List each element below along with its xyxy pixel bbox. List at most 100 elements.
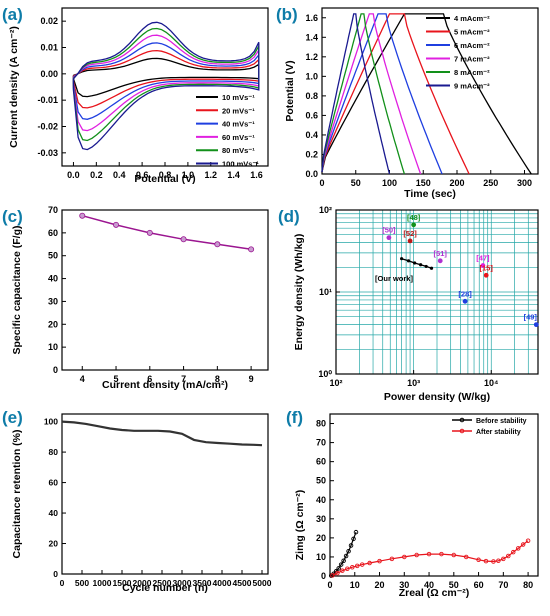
nyquist-point xyxy=(330,573,335,578)
our-work-point xyxy=(429,266,434,270)
legend-label: 9 mAcm⁻² xyxy=(454,82,490,91)
y-axis-label: Potential (V) xyxy=(284,60,296,121)
nyquist-point xyxy=(506,553,511,559)
plot-frame xyxy=(329,413,539,577)
x-tick-label: 0 xyxy=(60,578,65,588)
legend-label: 40 mVs⁻¹ xyxy=(222,120,255,129)
nyquist-point xyxy=(414,552,419,558)
nyquist-line-1 xyxy=(332,540,529,576)
x-tick-label: 0.0 xyxy=(67,170,80,180)
y-tick-label: 50 xyxy=(48,251,58,261)
x-tick-label: 7 xyxy=(181,374,186,384)
x-tick-label: 1.4 xyxy=(227,170,240,180)
y-tick-label: 70 xyxy=(48,205,58,215)
x-tick-label: 500 xyxy=(75,578,89,588)
gcd-curve-4 xyxy=(321,13,406,175)
nyquist-point xyxy=(476,557,481,563)
retention-line xyxy=(61,420,263,447)
x-tick-label: 0.6 xyxy=(136,170,149,180)
nyquist-point xyxy=(510,549,516,555)
x-tick-label: 4500 xyxy=(233,578,252,588)
x-tick-label: 1.6 xyxy=(250,170,263,180)
x-tick-label: 70 xyxy=(498,580,508,590)
legend-label: 7 mAcm⁻² xyxy=(454,55,490,64)
nyquist-point xyxy=(346,548,351,554)
chart-f: 0 10 20 30 40 50 60 70 80 0 10 20 30 40 50 60 70 80 Before… xyxy=(294,413,539,599)
plot-frame xyxy=(61,209,269,371)
nyquist-point xyxy=(377,558,382,564)
y-tick-label: 10 xyxy=(316,552,326,562)
nyquist-point xyxy=(451,552,457,558)
legend-label: 5 mAcm⁻² xyxy=(454,28,490,37)
nyquist-point xyxy=(335,570,340,576)
x-tick-label: 4000 xyxy=(213,578,232,588)
y-tick-label: 10⁰ xyxy=(318,369,332,379)
y-tick-label: 10² xyxy=(319,205,332,215)
gcd-curve-0 xyxy=(321,13,532,175)
nyquist-point xyxy=(336,566,341,571)
x-tick-label: 0.2 xyxy=(90,170,103,180)
x-tick-label: 10³ xyxy=(407,378,420,388)
x-axis-label: Potential (V) xyxy=(134,173,195,185)
our-work-label: [Our work] xyxy=(375,274,413,283)
capacitance-point xyxy=(146,229,153,236)
y-tick-label: 1.4 xyxy=(305,32,318,42)
x-tick-label: 4 xyxy=(80,374,85,384)
x-tick-label: 1.2 xyxy=(205,170,218,180)
panel-tag-a: (a) xyxy=(2,5,23,24)
ragone-point-label: [28] xyxy=(458,289,472,298)
y-tick-label: 0.00 xyxy=(40,69,58,79)
x-tick-label: 100 xyxy=(382,178,397,188)
panel-tag-e: (e) xyxy=(2,408,23,427)
nyquist-point xyxy=(345,566,350,572)
legend-label: 20 mVs⁻¹ xyxy=(222,106,255,115)
y-tick-label: 1.6 xyxy=(305,13,318,23)
x-tick-label: 9 xyxy=(249,374,254,384)
x-tick-label: 2000 xyxy=(133,578,152,588)
ragone-point xyxy=(411,222,417,228)
x-axis-label: Zreal (Ω cm⁻²) xyxy=(399,587,470,599)
y-tick-label: 40 xyxy=(49,508,59,518)
x-tick-label: 10⁴ xyxy=(484,378,498,388)
legend-marker xyxy=(459,417,465,423)
y-tick-label: 30 xyxy=(48,296,58,306)
plot-frame xyxy=(61,413,269,575)
x-axis-label: Cycle number (n) xyxy=(122,582,208,594)
nyquist-point xyxy=(367,560,372,566)
y-tick-label: 0 xyxy=(53,365,58,375)
nyquist-point xyxy=(340,568,345,573)
y-tick-label: -0.02 xyxy=(37,122,58,132)
x-tick-label: 150 xyxy=(416,178,431,188)
legend: 4 mAcm⁻² 5 mAcm⁻² 6 mAcm⁻² 7 mAcm⁻² 8 mAcm⁻²… xyxy=(426,14,490,91)
chart-b: 0 50 100 150 200 250 300 0.0 0.2 0.4 0.6 0.8 1.0 1.2 1… xyxy=(284,7,539,200)
x-tick-label: 3000 xyxy=(173,578,192,588)
our-work-point xyxy=(400,257,404,261)
x-tick-label: 1.0 xyxy=(182,170,195,180)
x-tick-label: 30 xyxy=(399,580,409,590)
nyquist-point xyxy=(402,554,407,560)
chart-e: 0 500 1000 1500 2000 2500 3000 3500 4000 4500 5000… xyxy=(11,413,272,594)
x-tick-label: 80 xyxy=(523,580,533,590)
nyquist-point xyxy=(491,559,496,564)
y-tick-label: 0.8 xyxy=(305,91,318,101)
x-tick-label: 6 xyxy=(147,374,152,384)
x-tick-label: 10² xyxy=(329,378,342,388)
capacitance-point xyxy=(180,236,187,243)
x-tick-label: 20 xyxy=(375,580,385,590)
x-tick-label: 50 xyxy=(449,580,459,590)
nyquist-point xyxy=(359,562,365,567)
ragone-point xyxy=(437,258,443,264)
y-tick-label: 80 xyxy=(49,447,59,457)
y-tick-label: 0.01 xyxy=(40,43,58,53)
grid-lines xyxy=(335,210,539,375)
y-tick-label: 40 xyxy=(48,274,58,284)
ragone-point xyxy=(407,238,413,244)
x-tick-label: 5000 xyxy=(253,578,272,588)
chart-a: 0.0 0.2 0.4 0.6 0.8 1.0 1.2 1.4 1.6 -0.03 -0.02 -0.… xyxy=(8,7,269,185)
y-tick-label: 50 xyxy=(316,476,326,486)
nyquist-point xyxy=(348,543,354,548)
plot-frame xyxy=(321,7,539,175)
ragone-point-label: [52] xyxy=(403,229,417,238)
y-tick-label: 20 xyxy=(316,533,326,543)
nyquist-point xyxy=(350,564,355,570)
